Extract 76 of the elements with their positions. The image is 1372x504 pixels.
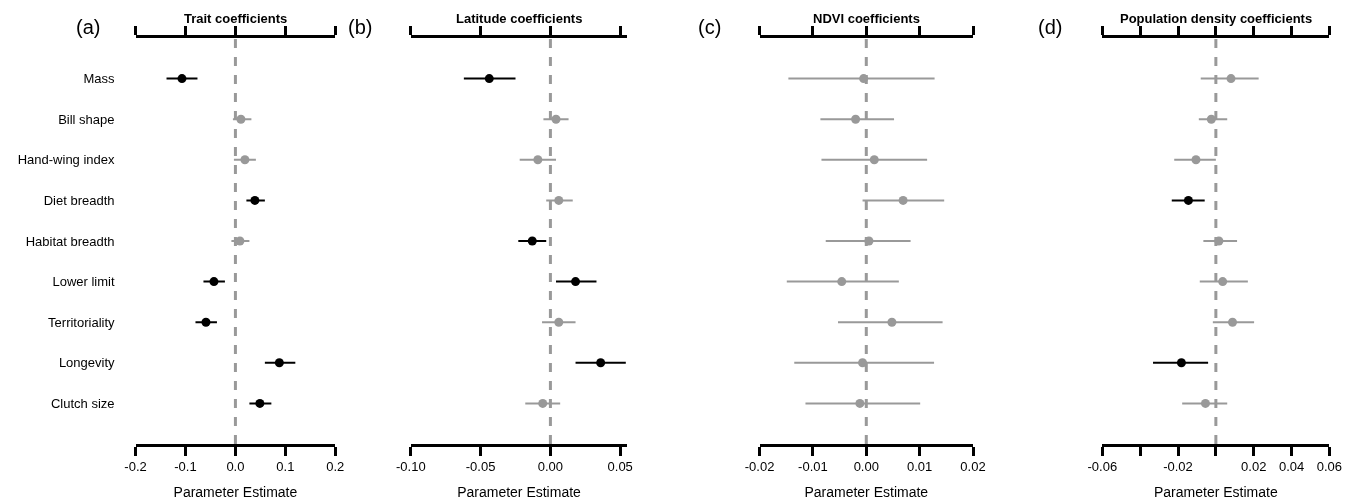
text: (c)	[698, 16, 722, 38]
x-tick-label: -0.01	[798, 459, 828, 475]
point	[858, 358, 868, 368]
point	[864, 236, 874, 246]
point	[533, 155, 543, 165]
point	[209, 277, 219, 287]
y-tick-label: Mass	[83, 71, 116, 87]
point	[1206, 114, 1216, 124]
x-tick-label: 0.2	[326, 459, 345, 475]
point	[177, 74, 187, 84]
point	[255, 398, 265, 408]
point	[1226, 74, 1236, 84]
x-tick-label: -0.02	[1163, 459, 1193, 475]
x-tick-label: 0.0	[226, 459, 245, 475]
x-tick-label: -0.02	[744, 459, 775, 475]
y-tick-label: Habitat breadth	[25, 233, 115, 249]
chart-title: Trait coefficients	[184, 11, 288, 26]
point	[1214, 236, 1224, 246]
x-tick-label: 0.02	[960, 459, 986, 475]
text: (b)	[348, 16, 373, 38]
x-axis-title: Parameter Estimate	[1154, 483, 1278, 500]
x-axis-title: Parameter Estimate	[173, 483, 298, 500]
point	[851, 114, 861, 124]
point	[274, 358, 284, 368]
x-axis-title: Parameter Estimate	[457, 483, 582, 500]
y-tick-label: Diet breadth	[43, 192, 115, 208]
x-tick-label: -0.1	[174, 459, 197, 475]
point	[898, 195, 908, 205]
point	[571, 277, 581, 287]
point	[527, 236, 537, 246]
point	[538, 398, 548, 408]
point	[235, 236, 245, 246]
point	[859, 74, 869, 84]
point	[551, 114, 561, 124]
point	[484, 74, 494, 84]
point	[1200, 398, 1210, 408]
point	[1228, 317, 1238, 327]
text: (d)	[1038, 16, 1063, 38]
y-tick-label: Territoriality	[48, 314, 116, 330]
x-tick-label: -0.2	[124, 459, 147, 475]
x-tick-label: 0.1	[276, 459, 295, 475]
point	[201, 317, 211, 327]
point	[596, 358, 606, 368]
point	[236, 114, 246, 124]
y-tick-label: Hand-wing index	[17, 152, 116, 168]
x-tick-label: 0.06	[1316, 459, 1343, 475]
point	[1218, 277, 1228, 287]
chart-title: NDVI coefficients	[813, 11, 920, 26]
point	[1176, 358, 1186, 368]
y-tick-label: Bill shape	[58, 111, 115, 127]
point	[554, 317, 564, 327]
x-tick-label: 0.01	[906, 459, 933, 475]
text: (a)	[76, 16, 101, 38]
point	[869, 155, 879, 165]
point	[554, 195, 564, 205]
chart-title: Population density coefficients	[1120, 11, 1313, 26]
x-tick-label: -0.06	[1087, 459, 1118, 475]
x-tick-label: 0.00	[853, 459, 879, 475]
x-tick-label: 0.05	[607, 459, 633, 475]
x-axis-title: Parameter Estimate	[804, 483, 929, 500]
point	[837, 277, 847, 287]
point	[1183, 195, 1193, 205]
point	[240, 155, 250, 165]
y-tick-label: Lower limit	[52, 274, 115, 290]
chart-title: Latitude coefficients	[456, 11, 583, 26]
x-tick-label: 0.02	[1241, 459, 1267, 475]
point	[887, 317, 897, 327]
y-tick-label: Clutch size	[50, 395, 115, 411]
point	[855, 398, 865, 408]
x-tick-label: -0.10	[395, 459, 426, 475]
point	[250, 195, 260, 205]
point	[1191, 155, 1201, 165]
y-tick-label: Longevity	[58, 355, 116, 371]
x-tick-label: -0.05	[465, 459, 496, 475]
x-tick-label: 0.00	[537, 459, 564, 475]
x-tick-label: 0.04	[1278, 459, 1305, 475]
